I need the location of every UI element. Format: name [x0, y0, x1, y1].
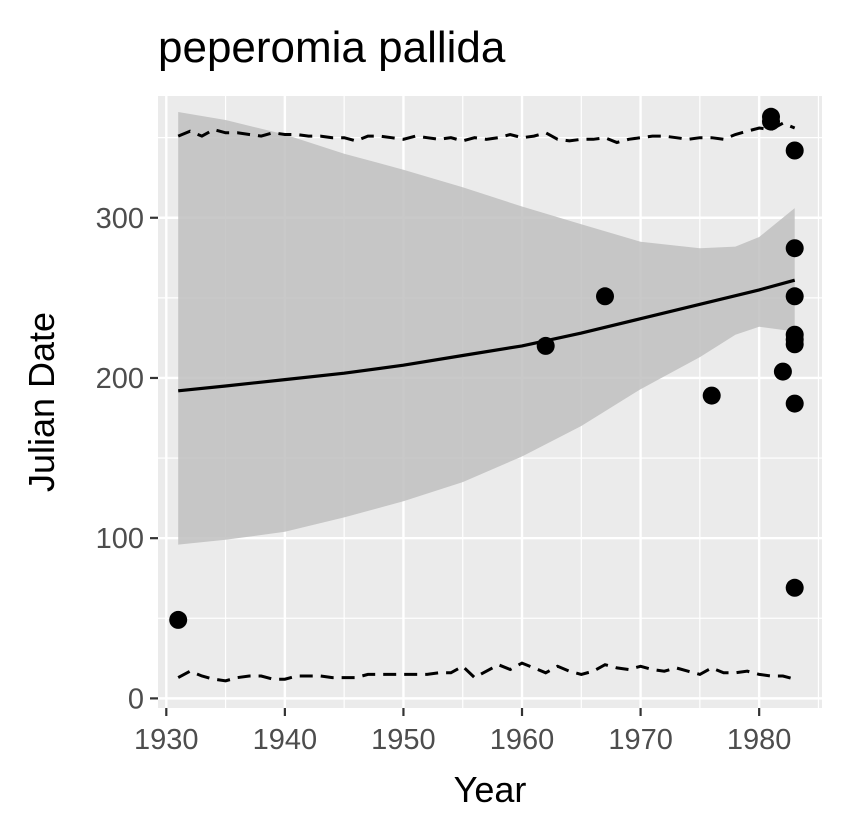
data-point [785, 578, 804, 597]
lower-dashed-line [177, 661, 796, 683]
y-tick-label: 200 [96, 363, 144, 395]
x-axis-title: Year [454, 769, 527, 810]
x-tick-label: 1980 [727, 724, 792, 756]
points-layer [169, 107, 804, 629]
trend-line-layer [178, 278, 796, 393]
data-point [596, 287, 614, 306]
confidence-band [178, 112, 795, 545]
x-tick-label: 1950 [371, 724, 436, 756]
data-point [169, 610, 188, 629]
dashed-lines-layer [177, 121, 796, 683]
chart-title: peperomia pallida [158, 23, 506, 72]
data-point [785, 335, 804, 354]
data-point [773, 362, 792, 381]
x-tick-label: 1940 [253, 724, 318, 756]
data-point [785, 239, 804, 258]
x-tick-label: 1960 [490, 724, 555, 756]
x-tick-label: 1970 [608, 724, 673, 756]
data-point [702, 386, 721, 405]
data-point [536, 336, 555, 355]
data-point [762, 112, 780, 131]
y-axis-title: Julian Date [21, 312, 62, 492]
data-point [785, 141, 804, 160]
confidence-band-layer [178, 112, 795, 545]
data-point [785, 287, 804, 306]
x-axis: 1930 1940 1950 1960 1970 1980 [134, 708, 791, 756]
upper-dashed-line [177, 121, 796, 145]
trend-line [178, 278, 796, 393]
data-point [785, 394, 804, 413]
y-tick-label: 300 [96, 203, 144, 235]
y-axis: 0 100 200 300 [96, 203, 158, 715]
x-tick-label: 1930 [134, 724, 199, 756]
y-tick-label: 100 [96, 523, 144, 555]
y-tick-label: 0 [128, 683, 144, 715]
